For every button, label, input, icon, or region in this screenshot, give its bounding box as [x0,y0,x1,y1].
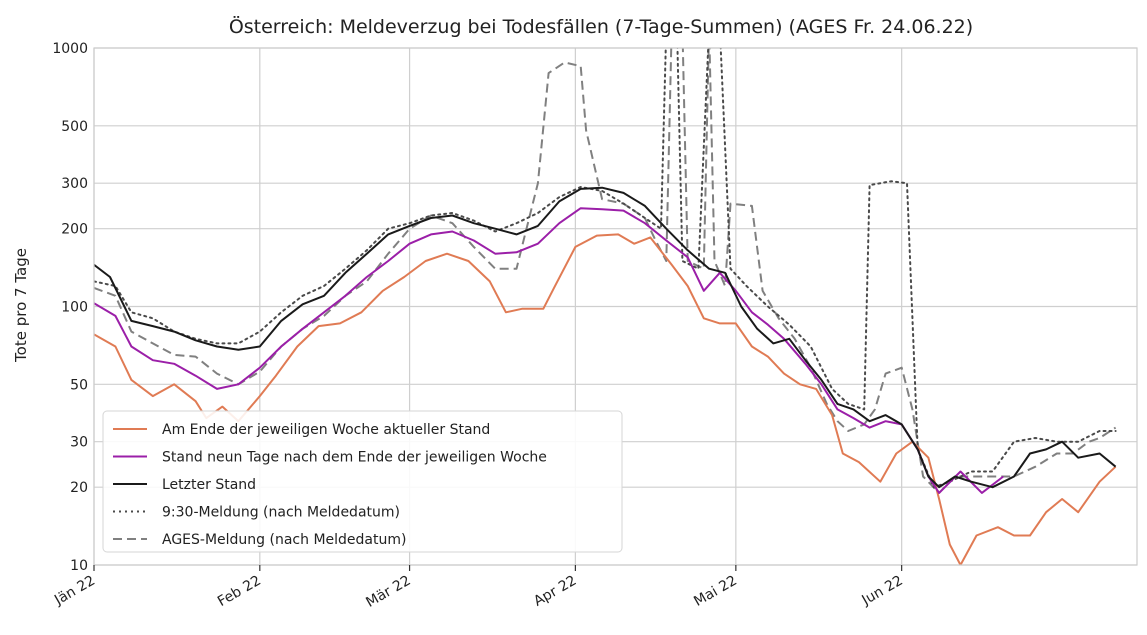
x-tick-label: Jän 22 [51,573,98,609]
x-tick-label: Mai 22 [691,573,740,610]
y-axis-label: Tote pro 7 Tage [12,248,30,363]
y-tick-label: 300 [61,176,88,192]
y-tick-label: 10 [70,558,88,574]
y-tick-label: 50 [70,377,88,393]
y-tick-label: 20 [70,480,88,496]
y-tick-label: 30 [70,435,88,451]
legend-label: Stand neun Tage nach dem Ende der jeweil… [162,450,547,466]
x-ticks: Jän 22 Feb 22 Mär 22 Apr 22 Mai 22 Jun 22 [51,565,906,611]
x-tick-label: Jun 22 [859,573,906,609]
legend-box [102,410,623,553]
series-line [94,186,1117,489]
series-lines [94,48,1117,565]
legend: Am Ende der jeweiligen Woche aktueller S… [102,410,623,553]
y-tick-label: 1000 [52,41,88,57]
legend-label: Am Ende der jeweiligen Woche aktueller S… [162,422,490,438]
y-tick-label: 200 [61,222,88,238]
legend-label: AGES-Meldung (nach Meldedatum) [162,532,406,548]
series-line [94,207,1004,494]
chart-title: Österreich: Meldeverzug bei Todesfällen … [229,15,973,38]
series-line [94,233,1117,565]
series-line [94,48,1117,494]
y-ticks: 10 20 30 50 100 200 300 500 1000 [52,41,88,574]
plot-frame [93,47,1138,566]
x-tick-label: Apr 22 [531,573,579,610]
y-tick-label: 100 [61,300,88,316]
y-tick-label: 500 [61,119,88,135]
x-tick-label: Mär 22 [363,573,413,611]
legend-label: Letzter Stand [162,477,256,493]
legend-label: 9:30-Meldung (nach Meldedatum) [162,505,400,521]
x-tick-label: Feb 22 [215,573,264,610]
